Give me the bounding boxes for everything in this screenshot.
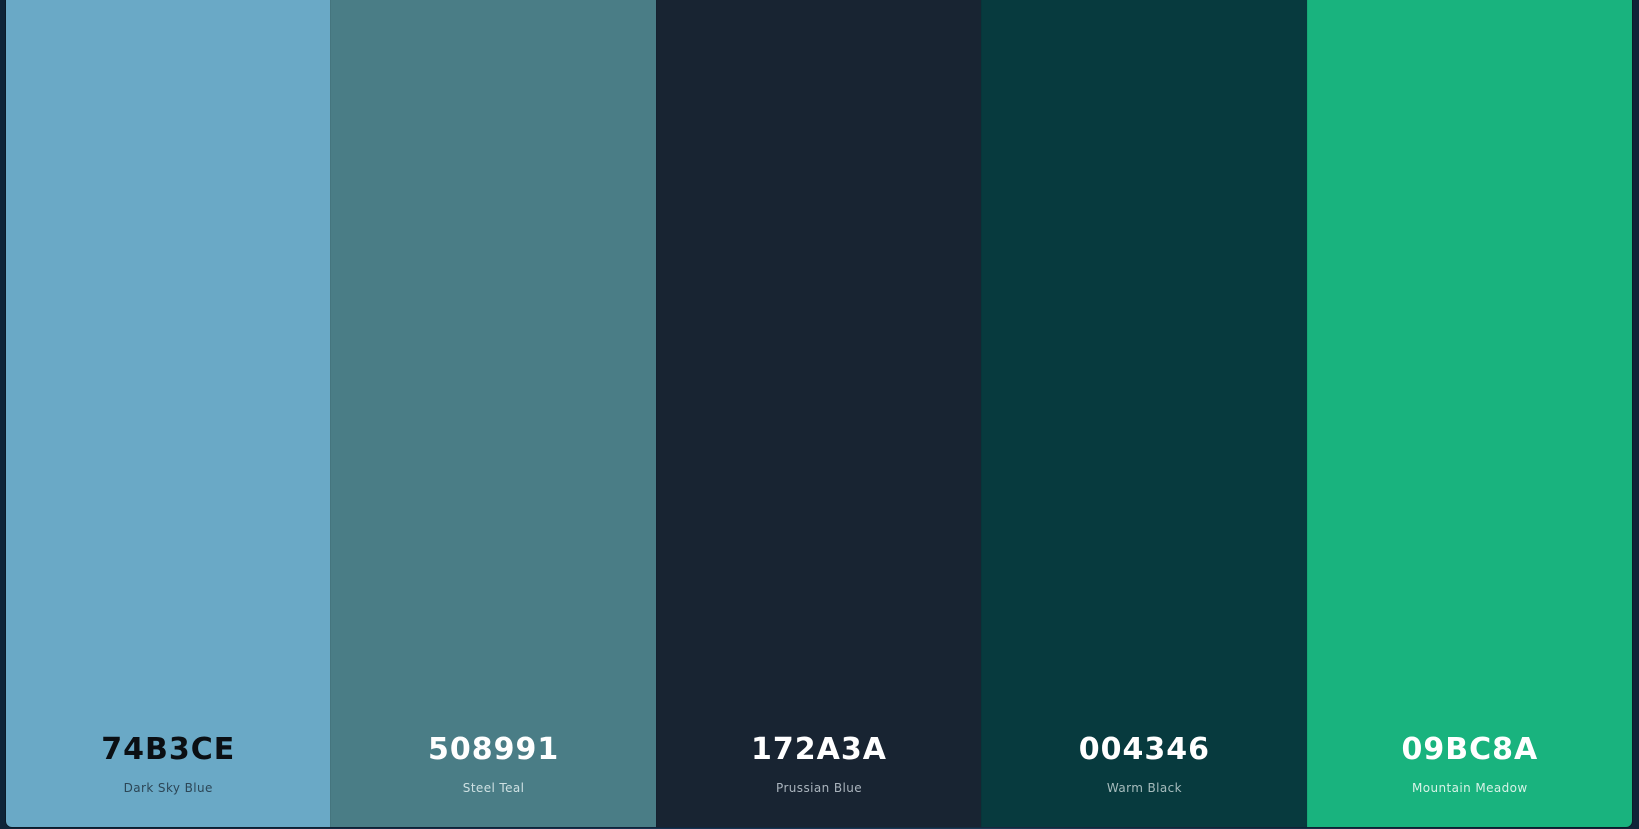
color-palette: 74B3CE Dark Sky Blue 508991 Steel Teal 1… [6, 0, 1632, 827]
palette-window: 74B3CE Dark Sky Blue 508991 Steel Teal 1… [6, 0, 1632, 827]
swatch-dark-sky-blue[interactable]: 74B3CE Dark Sky Blue [6, 0, 331, 827]
hex-code[interactable]: 172A3A [751, 732, 887, 767]
color-name: Prussian Blue [776, 781, 862, 795]
swatch-steel-teal[interactable]: 508991 Steel Teal [330, 0, 656, 827]
color-name: Warm Black [1106, 781, 1182, 795]
swatch-info: 172A3A Prussian Blue [657, 732, 981, 796]
color-name: Dark Sky Blue [123, 781, 213, 795]
swatch-info: 09BC8A Mountain Meadow [1308, 732, 1632, 796]
swatch-info: 74B3CE Dark Sky Blue [6, 732, 330, 796]
color-name: Mountain Meadow [1412, 781, 1528, 795]
swatch-prussian-blue[interactable]: 172A3A Prussian Blue [655, 0, 982, 827]
hex-code[interactable]: 74B3CE [101, 732, 236, 767]
hex-code[interactable]: 09BC8A [1401, 732, 1539, 767]
swatch-info: 004346 Warm Black [982, 732, 1306, 796]
swatch-warm-black[interactable]: 004346 Warm Black [981, 0, 1307, 827]
swatch-mountain-meadow[interactable]: 09BC8A Mountain Meadow [1306, 0, 1632, 827]
swatch-info: 508991 Steel Teal [331, 732, 655, 796]
hex-code[interactable]: 508991 [427, 732, 560, 767]
hex-code[interactable]: 004346 [1078, 732, 1211, 767]
color-name: Steel Teal [462, 781, 525, 795]
